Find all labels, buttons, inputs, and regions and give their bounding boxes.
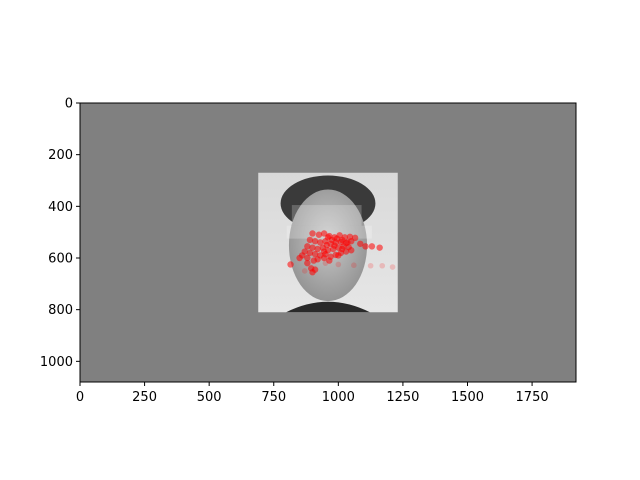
gaze-point [304, 243, 311, 250]
gaze-point-faint [351, 262, 357, 269]
gaze-point [287, 261, 294, 268]
gaze-point [309, 269, 316, 276]
gaze-point [317, 239, 324, 246]
gaze-points [287, 230, 383, 276]
gaze-point [311, 238, 319, 245]
gaze-point [304, 254, 311, 262]
x-tick-label: 250 [132, 390, 157, 405]
gaze-point [320, 248, 328, 255]
x-tick-label: 1250 [386, 390, 419, 405]
highlight-boxes [286, 205, 372, 239]
gaze-point [331, 242, 338, 249]
y-tick-label: 400 [48, 200, 73, 215]
gaze-point [362, 243, 369, 250]
y-tick-label: 200 [48, 148, 73, 163]
gaze-point [315, 231, 323, 238]
gaze-point [339, 245, 346, 253]
gaze-point [326, 257, 333, 264]
highlight-box [291, 205, 362, 226]
gaze-point-faint [335, 261, 342, 268]
gaze-point-faint [367, 262, 374, 269]
gaze-point [320, 254, 328, 262]
faint-gaze-points [301, 260, 396, 274]
gaze-point [306, 249, 314, 257]
x-tick-label: 1000 [322, 390, 355, 405]
y-axis: 0 200 400 600 800 1000 [40, 97, 80, 370]
gaze-point [309, 244, 316, 251]
gaze-point [304, 259, 311, 267]
gaze-point [335, 252, 342, 259]
gaze-point [311, 250, 319, 258]
y-tick-label: 600 [48, 252, 73, 267]
x-tick-label: 500 [197, 390, 222, 405]
gaze-point [314, 256, 321, 263]
gaze-point [296, 254, 303, 262]
x-axis: 0 250 500 750 1000 1250 1500 1750 [76, 382, 549, 405]
face-shoulders [286, 301, 370, 313]
gaze-point [344, 239, 351, 246]
x-tick-label: 1500 [451, 390, 484, 405]
gaze-point [323, 241, 330, 249]
gaze-point [328, 236, 336, 244]
x-tick-label: 0 [76, 390, 84, 405]
gaze-point [314, 245, 321, 253]
gaze-point [376, 244, 383, 251]
gaze-point-faint [389, 264, 396, 270]
gaze-point-faint [301, 268, 308, 274]
gaze-point [333, 235, 341, 242]
gaze-point [368, 243, 376, 250]
gaze-point [357, 240, 364, 247]
y-tick-label: 1000 [40, 355, 73, 370]
y-tick-label: 800 [48, 303, 73, 318]
x-tick-label: 750 [261, 390, 286, 405]
gaze-point [306, 236, 314, 244]
gaze-point-faint [379, 262, 386, 269]
gaze-point [309, 230, 316, 237]
axes-frame [79, 102, 577, 383]
gaze-point [339, 236, 346, 244]
y-tick-label: 0 [65, 97, 73, 112]
x-tick-label: 1750 [516, 390, 549, 405]
gaze-point [348, 247, 355, 254]
gaze-point [320, 230, 328, 237]
